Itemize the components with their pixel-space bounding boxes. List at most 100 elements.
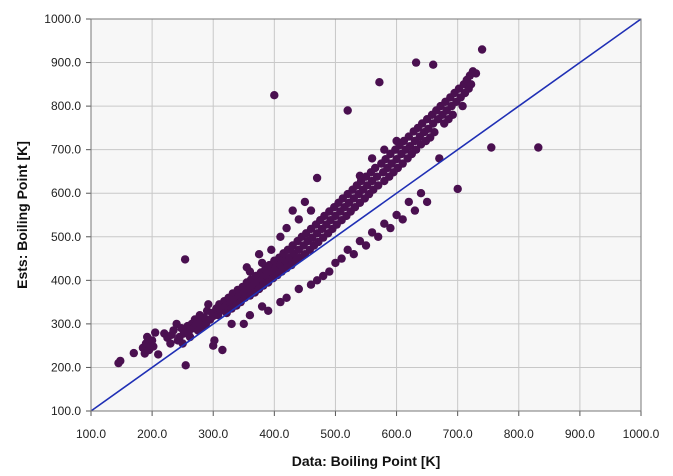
data-point [372, 172, 382, 181]
x-tick-label: 600.0 [382, 427, 412, 441]
data-point [416, 189, 426, 198]
data-point [276, 232, 285, 241]
y-tick-label: 100.0 [51, 404, 81, 418]
x-tick-labels: 100.0 200.0 300.0 400.0 500.0 600.0 700.0 800.0… [76, 427, 660, 441]
data-point [458, 101, 467, 111]
data-point [355, 171, 365, 180]
data-point [392, 136, 401, 146]
data-point [116, 356, 125, 366]
data-point [411, 58, 421, 67]
data-point [471, 69, 481, 78]
x-tick-label: 200.0 [137, 427, 167, 441]
data-point [429, 60, 438, 69]
data-point [325, 267, 334, 276]
data-point [149, 342, 158, 351]
data-point [453, 184, 462, 194]
data-point [312, 276, 322, 285]
y-tick-label: 300.0 [51, 317, 81, 331]
data-point [487, 143, 496, 152]
data-point [227, 319, 236, 329]
data-point [404, 197, 413, 207]
data-point [181, 361, 190, 370]
data-point [239, 319, 248, 329]
data-point [306, 206, 316, 215]
data-point [282, 223, 291, 233]
data-point [386, 223, 395, 233]
plot-border [90, 18, 642, 412]
data-point [218, 345, 227, 355]
y-tick-label: 800.0 [51, 99, 81, 113]
data-point [204, 300, 213, 309]
data-point [245, 311, 255, 320]
data-point [294, 215, 303, 224]
data-point [448, 110, 457, 120]
data-point [411, 145, 421, 154]
y-tick-label: 900.0 [51, 56, 81, 70]
x-tick-label: 700.0 [443, 427, 473, 441]
data-point [466, 80, 476, 89]
data-point [306, 280, 316, 289]
data-point [410, 206, 420, 215]
data-point [151, 328, 160, 337]
data-point [267, 245, 276, 254]
data-point [375, 78, 384, 87]
data-point [337, 254, 346, 263]
reference-line [90, 18, 642, 412]
data-point [242, 263, 251, 272]
x-tick-label: 800.0 [504, 427, 534, 441]
data-point [371, 163, 380, 173]
data-point [282, 293, 291, 302]
data-point [312, 173, 322, 183]
y-tick-label: 1000.0 [44, 12, 81, 26]
data-point [257, 258, 267, 268]
data-point [254, 250, 264, 259]
data-point [355, 236, 365, 246]
data-point [276, 297, 285, 307]
data-point [343, 245, 352, 254]
data-point [367, 228, 377, 237]
data-point [264, 306, 273, 315]
y-axis-label: Ests: Boiling Point [K] [14, 141, 30, 289]
y-tick-label: 600.0 [51, 186, 81, 200]
data-point [288, 206, 297, 215]
data-point [343, 106, 352, 115]
data-point [331, 258, 340, 268]
data-point [424, 124, 433, 133]
data-point [374, 232, 383, 241]
y-tick-label: 200.0 [51, 360, 81, 374]
x-tick-label: 1000.0 [623, 427, 660, 441]
data-point [380, 145, 389, 154]
data-point [180, 255, 190, 264]
data-point [374, 181, 383, 190]
data-points [114, 45, 543, 370]
data-point [178, 339, 187, 348]
x-tick-label: 400.0 [259, 427, 289, 441]
data-point [166, 339, 175, 348]
data-point [392, 210, 401, 220]
y-tick-labels: 100.0 200.0 300.0 400.0 500.0 600.0 700.0 800.0… [44, 12, 81, 418]
data-point [430, 128, 439, 137]
x-tick-label: 300.0 [198, 427, 228, 441]
data-point [300, 197, 310, 207]
data-point [257, 302, 267, 311]
data-point [398, 215, 407, 224]
data-point [422, 197, 432, 207]
data-point [380, 219, 389, 228]
y-tick-label: 400.0 [51, 273, 81, 287]
data-point [361, 241, 371, 250]
x-tick-label: 500.0 [320, 427, 350, 441]
data-point [209, 341, 218, 350]
x-tick-label: 900.0 [565, 427, 595, 441]
data-point [319, 271, 328, 281]
data-point [294, 284, 303, 294]
data-point [129, 348, 138, 358]
data-point [169, 326, 178, 335]
y-tick-label: 500.0 [51, 230, 81, 244]
data-point [154, 350, 163, 359]
y-tick-label: 700.0 [51, 143, 81, 157]
x-tick-label: 100.0 [76, 427, 106, 441]
data-point [534, 143, 543, 152]
data-point [477, 45, 487, 54]
data-point [270, 91, 279, 100]
